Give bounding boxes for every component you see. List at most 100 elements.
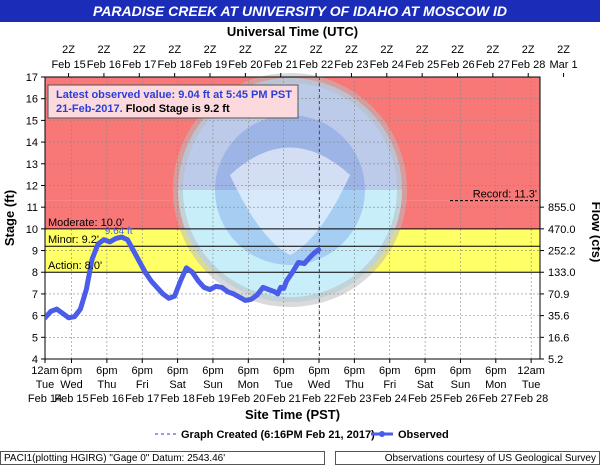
observed-point (225, 289, 230, 294)
y-tick-label: 17 (26, 72, 38, 84)
observed-point (243, 298, 248, 303)
observed-point (45, 315, 48, 320)
bottom-tick-day: Mon (485, 379, 506, 391)
y-right-axis-title: Flow (cfs) (589, 202, 600, 263)
plot-frame (44, 76, 541, 360)
bottom-tick-date: Feb 16 (90, 393, 124, 405)
y-tick-label: 10 (26, 224, 38, 236)
minor-stage-label: Minor: 9.2' (48, 234, 99, 246)
top-tick-label: 2Z (204, 44, 217, 56)
legend-created-label: Graph Created (6:16PM Feb 21, 2017) (181, 429, 375, 441)
moderate-stage-label: Moderate: 10.0' (48, 217, 124, 229)
flow-tick-label: 5.2 (548, 354, 563, 366)
observed-point (254, 292, 260, 298)
bottom-tick-day: Sat (417, 379, 434, 391)
bottom-tick-time: 12am (517, 365, 545, 377)
observed-point (201, 285, 207, 290)
observed-point (307, 254, 313, 260)
observed-point (213, 284, 219, 289)
observed-point (137, 259, 142, 264)
top-tick-date: Feb 26 (440, 59, 474, 71)
top-tick-label: 2Z (522, 44, 535, 56)
top-tick-label: 2Z (62, 44, 75, 56)
action-stage-label: Action: 8.0' (48, 260, 102, 272)
observed-point (95, 241, 101, 247)
bottom-tick-date: Feb 15 (54, 393, 88, 405)
top-tick-date: Feb 25 (405, 59, 439, 71)
observed-point (266, 287, 272, 292)
observed-point (237, 294, 242, 300)
flow-tick-label: 252.2 (548, 246, 576, 258)
bottom-tick-date: Feb 25 (408, 393, 442, 405)
y-tick-label: 6 (32, 311, 38, 323)
bottom-tick-date: Feb 27 (479, 393, 513, 405)
observed-point (219, 285, 224, 290)
hydrograph-chart: 4 5 6 7 8 9 10 11 12 13 14 15 16 17 5.2 16.6 35.6 70.9 133… (2, 24, 600, 441)
top-tick-label: 2Z (557, 44, 570, 56)
bottom-tick-time: 6pm (414, 365, 435, 377)
observed-point (60, 311, 65, 316)
top-tick-label: 2Z (98, 44, 111, 56)
bottom-tick-date: Feb 26 (443, 393, 477, 405)
observed-point (275, 291, 280, 297)
top-tick-date: Feb 23 (334, 59, 368, 71)
bottom-tick-day: Wed (60, 379, 82, 391)
observed-point (160, 291, 166, 297)
top-tick-label: 2Z (168, 44, 181, 56)
observed-point (142, 270, 148, 275)
flow-tick-label: 133.0 (548, 267, 576, 279)
latest-observation-box (47, 84, 299, 119)
observed-point (190, 270, 195, 275)
bottom-tick-time: 6pm (485, 365, 506, 377)
bottom-tick-day: Fri (383, 379, 396, 391)
y-tick-label: 15 (26, 115, 38, 127)
bottom-tick-date: Feb 23 (337, 393, 371, 405)
top-axis-title: Universal Time (UTC) (227, 24, 358, 39)
top-tick-label: 2Z (416, 44, 429, 56)
observations-credit-footer: Observations courtesy of US Geological S… (335, 451, 600, 465)
observed-point (119, 234, 124, 240)
top-tick-label: 2Z (310, 44, 323, 56)
flow-tick-label: 70.9 (548, 289, 569, 301)
observed-point (166, 296, 171, 301)
top-tick-date: Feb 24 (370, 59, 404, 71)
bottom-tick-day: Sun (203, 379, 223, 391)
bottom-tick-time: 6pm (273, 365, 294, 377)
y-tick-label: 4 (32, 354, 38, 366)
observed-point (316, 247, 321, 252)
observed-point (302, 261, 307, 266)
observed-point (84, 287, 89, 292)
bottom-tick-day: Tue (522, 379, 541, 391)
bottom-tick-date: Feb 19 (196, 393, 230, 405)
y-tick-label: 16 (26, 94, 38, 106)
y-left-axis-title: Stage (ft) (2, 190, 17, 246)
bottom-tick-time: 6pm (167, 365, 188, 377)
bottom-tick-time: 6pm (132, 365, 153, 377)
observed-point (172, 293, 177, 299)
y-tick-label: 7 (32, 289, 38, 301)
bottom-tick-date: Feb 22 (302, 393, 336, 405)
bottom-tick-time: 6pm (308, 365, 329, 377)
bottom-tick-day: Wed (308, 379, 330, 391)
top-tick-date: Feb 15 (51, 59, 85, 71)
bottom-tick-day: Sun (451, 379, 471, 391)
observed-point (107, 239, 113, 245)
latest-observation-date: 21-Feb-2017. Flood Stage is 9.2 ft (56, 103, 230, 115)
latest-observation-text: Latest observed value: 9.04 ft at 5:45 P… (56, 89, 292, 101)
observed-point (48, 309, 54, 314)
top-tick-date: Feb 18 (158, 59, 192, 71)
top-tick-label: 2Z (274, 44, 287, 56)
bottom-tick-day: Thu (97, 379, 116, 391)
bottom-tick-time: 6pm (96, 365, 117, 377)
observed-point (89, 257, 95, 262)
top-tick-date: Feb 20 (228, 59, 262, 71)
observed-point (284, 278, 289, 284)
flow-tick-label: 16.6 (548, 332, 569, 344)
top-tick-label: 2Z (345, 44, 358, 56)
bottom-tick-date: Feb 21 (267, 393, 301, 405)
flow-tick-label: 470.0 (548, 224, 576, 236)
flow-tick-label: 855.0 (548, 202, 576, 214)
top-tick-date: Feb 17 (122, 59, 156, 71)
observed-point (231, 291, 236, 297)
bottom-tick-day: Tue (36, 379, 55, 391)
